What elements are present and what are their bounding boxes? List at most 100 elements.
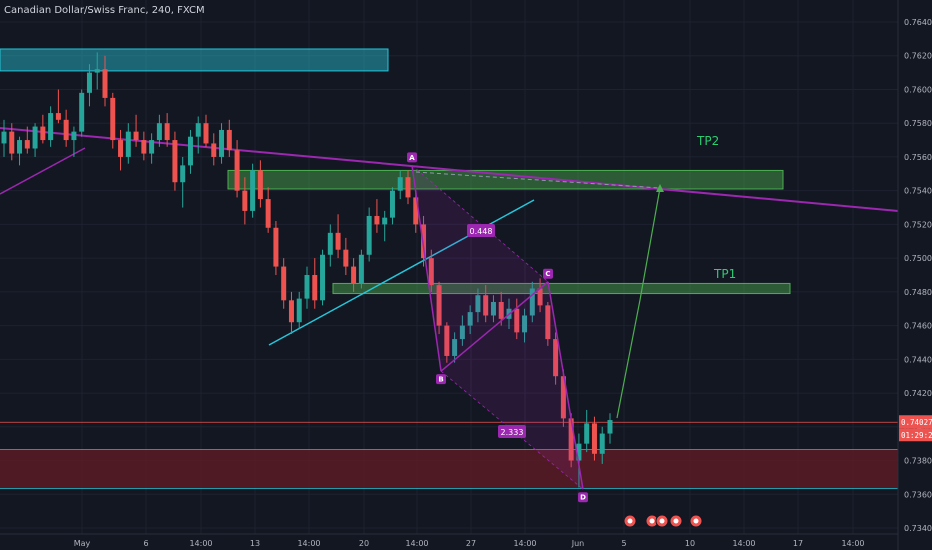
tp1-zone bbox=[332, 282, 791, 295]
candle-body bbox=[366, 215, 372, 255]
event-icon[interactable] bbox=[623, 514, 637, 528]
candle-body bbox=[203, 123, 209, 144]
time-tick-label: 14:00 bbox=[841, 539, 864, 548]
candle-body bbox=[281, 266, 287, 301]
candle-body bbox=[599, 433, 605, 454]
candle-body bbox=[335, 232, 341, 250]
candle-body bbox=[110, 97, 116, 141]
candle-body bbox=[24, 140, 30, 149]
candle-body bbox=[9, 131, 15, 154]
candle-body bbox=[560, 376, 566, 419]
pattern-point-badge bbox=[407, 152, 417, 163]
candle-body bbox=[133, 131, 139, 141]
candle-body bbox=[576, 443, 582, 461]
candle-body bbox=[498, 301, 504, 319]
top-zone bbox=[0, 48, 389, 72]
event-icon-dot bbox=[673, 518, 679, 524]
time-tick-label: 6 bbox=[143, 539, 148, 548]
candle-body bbox=[444, 325, 450, 356]
candle-body bbox=[219, 129, 225, 157]
projection-path bbox=[616, 187, 661, 419]
candle-body bbox=[257, 170, 263, 200]
symbol-title: Canadian Dollar/Swiss Franc, 240, FXCM bbox=[4, 5, 205, 16]
overlay-layer: A B C D 0.448 2.333 TP2 TP1 bbox=[407, 134, 736, 528]
pattern-point-label: D bbox=[580, 494, 586, 502]
candle-body bbox=[514, 308, 520, 333]
pattern-point-label: B bbox=[438, 376, 443, 384]
candle-body bbox=[607, 420, 613, 434]
candle-body bbox=[351, 266, 357, 284]
candle-body bbox=[86, 72, 92, 93]
pattern-fill-bcd bbox=[441, 281, 583, 490]
candle-body bbox=[343, 249, 349, 267]
ratio-badge bbox=[467, 224, 495, 237]
candle-body bbox=[304, 275, 310, 299]
candle-body bbox=[63, 119, 69, 141]
pattern-point-badge bbox=[578, 492, 588, 503]
ratio-badge bbox=[498, 425, 526, 438]
candle-body bbox=[187, 136, 193, 166]
candle-body bbox=[397, 177, 403, 191]
candle-body bbox=[483, 295, 489, 316]
candle-body bbox=[234, 150, 240, 191]
candle-body bbox=[226, 129, 232, 151]
candle-body bbox=[475, 295, 481, 313]
candle-body bbox=[374, 215, 380, 225]
candle-body bbox=[553, 339, 559, 377]
time-tick-label: 14:00 bbox=[513, 539, 536, 548]
candle-body bbox=[591, 423, 597, 454]
candle-body bbox=[358, 254, 364, 284]
candle-body bbox=[156, 123, 162, 141]
event-icon-dot bbox=[627, 518, 633, 524]
event-icon[interactable] bbox=[669, 514, 683, 528]
event-icon-dot bbox=[649, 518, 655, 524]
ratio-label-ab: 0.448 bbox=[470, 227, 493, 236]
countdown-badge bbox=[899, 428, 932, 442]
current-price-label: 0.74027 bbox=[901, 418, 932, 427]
pattern-point-badge bbox=[543, 268, 553, 279]
tp2-label: TP2 bbox=[696, 134, 719, 148]
time-axis[interactable]: May 6 14:00 13 14:00 20 14:00 27 14:00 Jun 5 10 14:0… bbox=[0, 533, 898, 548]
support-trendline bbox=[0, 147, 86, 195]
ratio-label-bd: 2.333 bbox=[501, 428, 524, 437]
candle-body bbox=[545, 305, 551, 340]
time-tick-label: 14:00 bbox=[405, 539, 428, 548]
candle-body bbox=[389, 190, 395, 218]
event-icon[interactable] bbox=[689, 514, 703, 528]
time-tick-label: 10 bbox=[685, 539, 695, 548]
candle-body bbox=[141, 140, 147, 154]
candle-body bbox=[452, 339, 458, 356]
candle-body bbox=[529, 288, 535, 316]
candle-body bbox=[40, 126, 46, 141]
event-icon[interactable] bbox=[655, 514, 669, 528]
candle-body bbox=[125, 131, 131, 157]
pattern-leg bbox=[440, 281, 549, 372]
projection-arrow bbox=[656, 184, 664, 192]
candle-body bbox=[17, 140, 23, 154]
pattern-point-label: A bbox=[409, 154, 415, 162]
current-price-badge bbox=[899, 415, 932, 429]
candle-body bbox=[1, 131, 7, 144]
candle-body bbox=[428, 258, 434, 286]
pattern-point-badge bbox=[436, 374, 446, 385]
candle-body bbox=[250, 170, 256, 211]
candle-body bbox=[94, 69, 100, 73]
candle-body bbox=[102, 69, 108, 98]
time-tick-label: Jun bbox=[571, 539, 585, 548]
candle-body bbox=[195, 123, 201, 137]
time-tick-label: 20 bbox=[359, 539, 369, 548]
demand-zone bbox=[0, 449, 898, 489]
time-tick-label: 14:00 bbox=[732, 539, 755, 548]
candle-body bbox=[382, 217, 388, 225]
